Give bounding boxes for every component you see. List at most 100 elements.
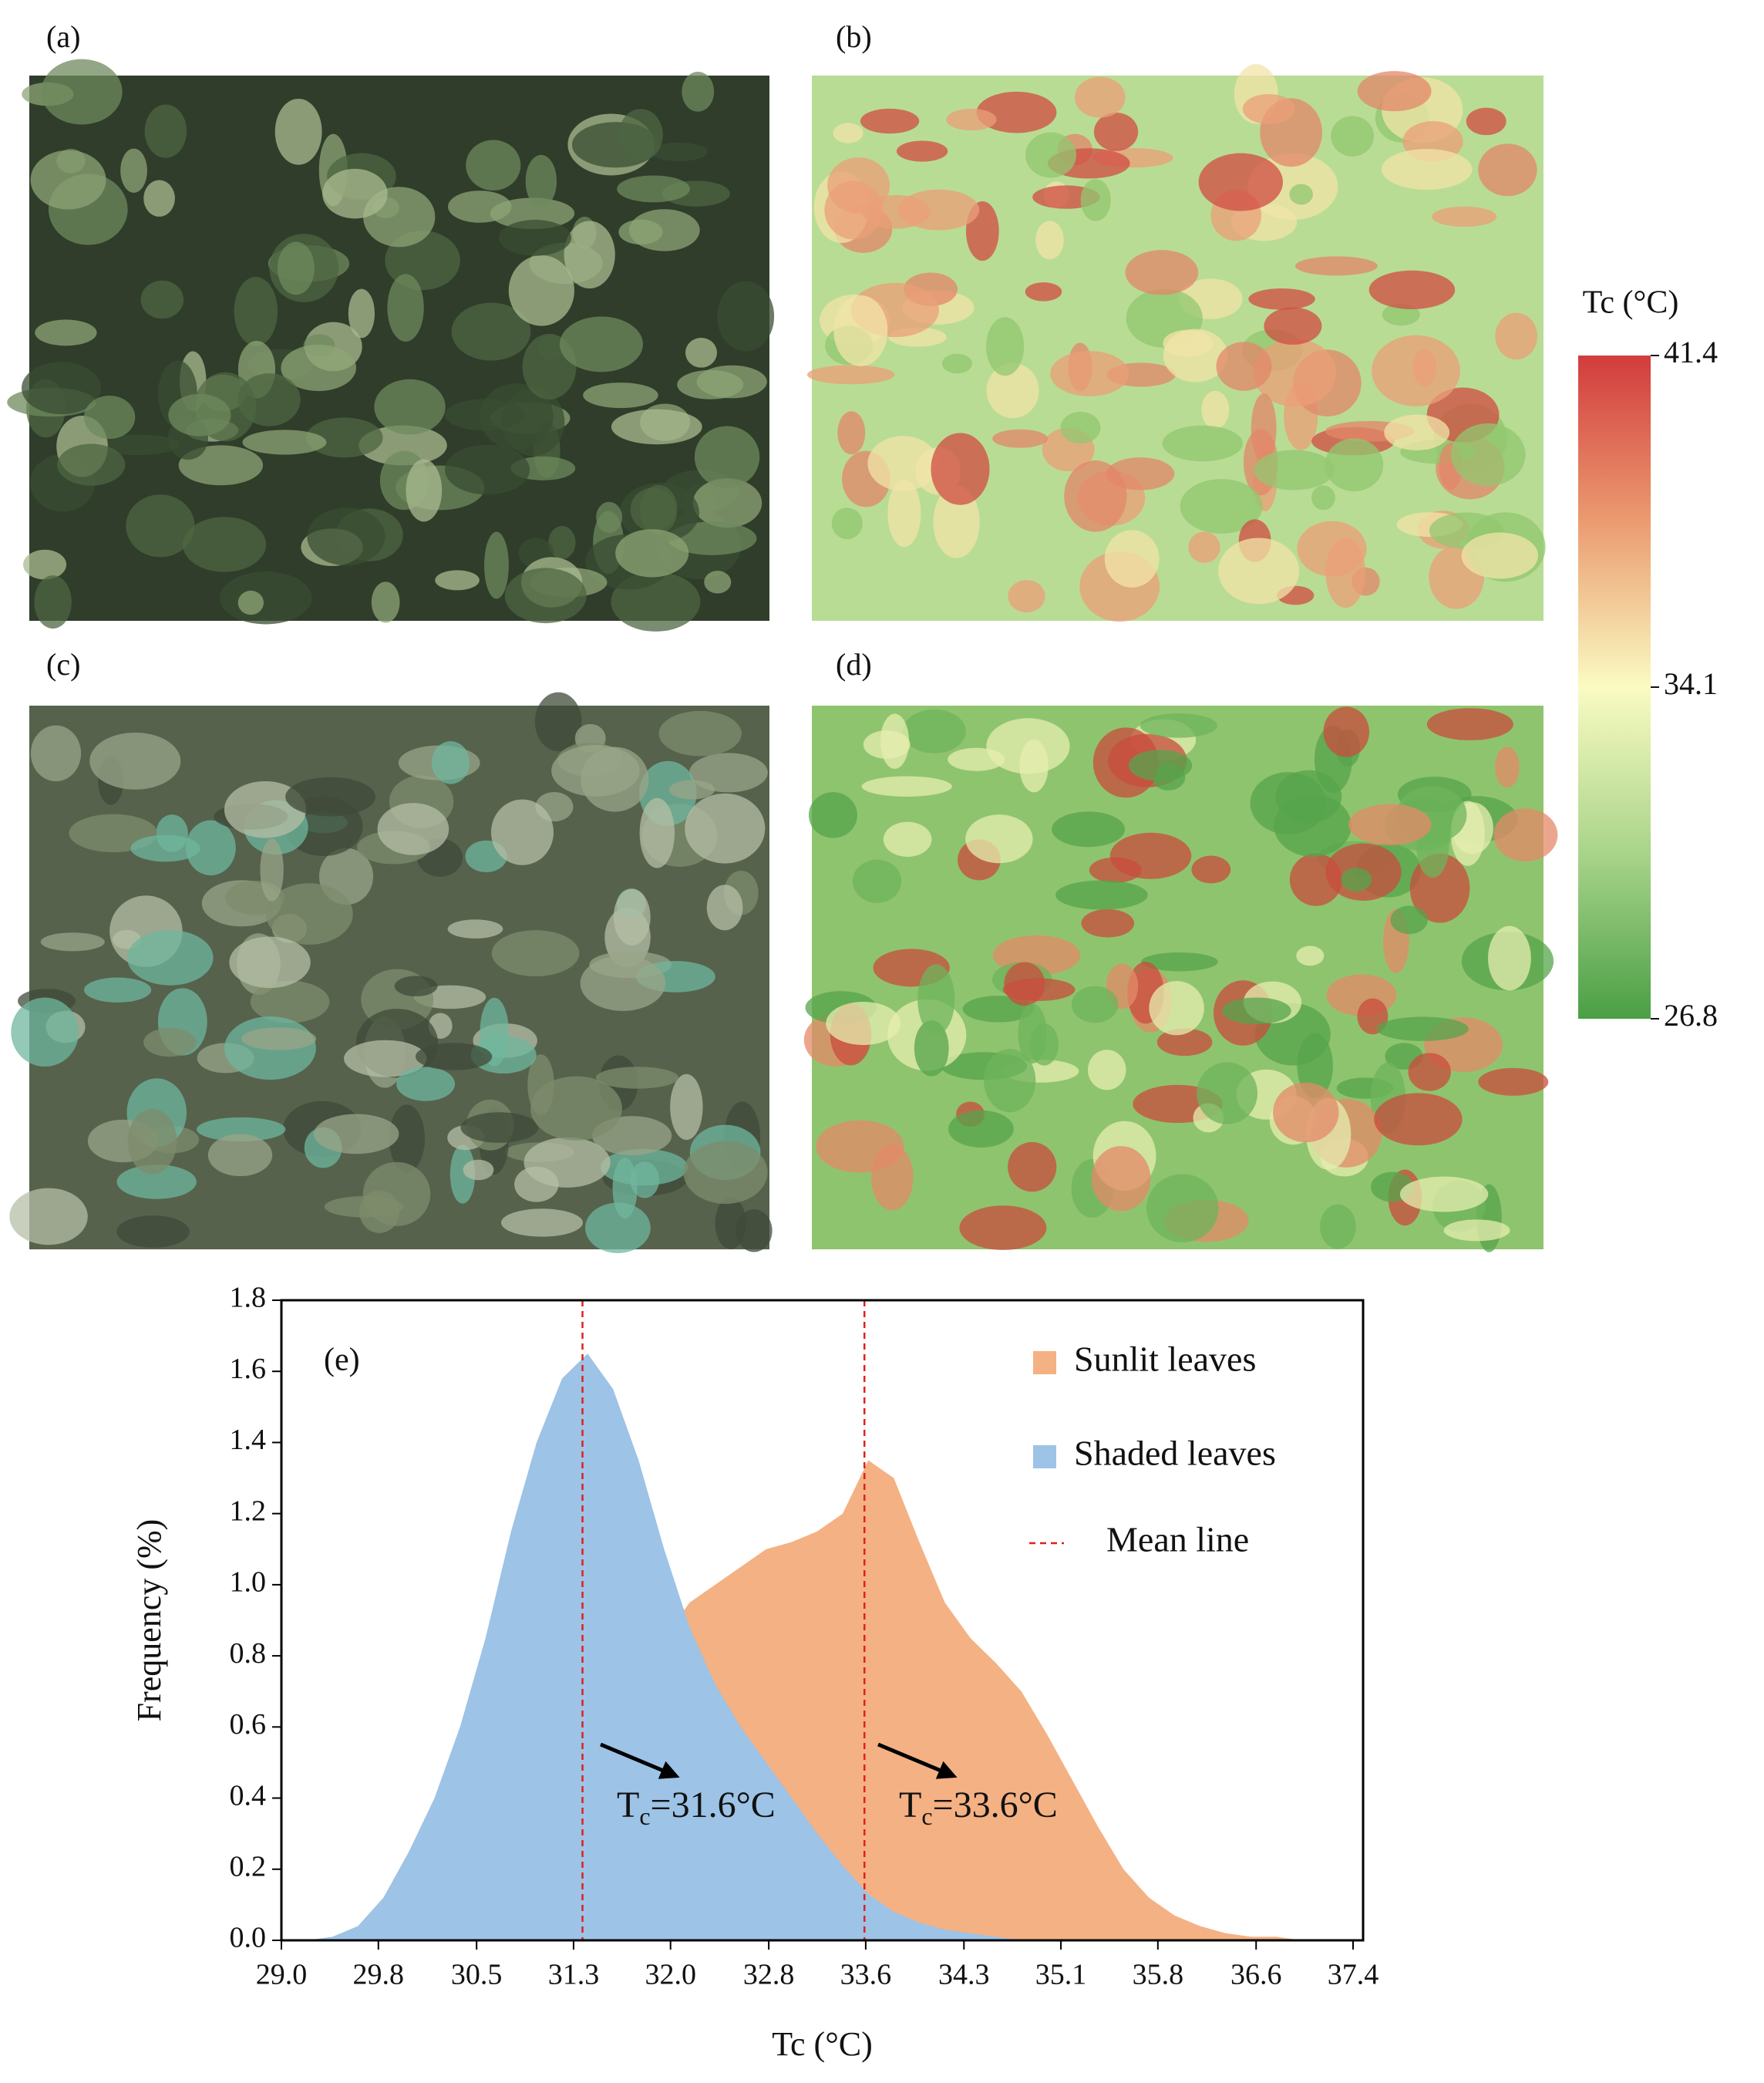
image-texture xyxy=(89,732,181,790)
image-texture xyxy=(470,1036,537,1074)
image-texture xyxy=(1341,868,1372,892)
image-texture xyxy=(596,501,622,533)
x-tick-label: 35.1 xyxy=(1035,1959,1087,1991)
y-tick-label: 0.4 xyxy=(230,1779,267,1812)
image-texture xyxy=(1443,1219,1510,1242)
image-texture xyxy=(1289,853,1342,906)
image-texture xyxy=(1188,531,1220,563)
image-texture xyxy=(897,189,980,231)
image-texture xyxy=(1289,184,1313,205)
image-texture xyxy=(1197,1062,1258,1124)
image-texture xyxy=(959,1205,1047,1250)
image-texture xyxy=(229,936,311,989)
image-texture xyxy=(444,399,524,431)
image-texture xyxy=(1140,713,1218,738)
colorbar-tick-label: 26.8 xyxy=(1664,998,1718,1033)
annotation-text: =33.6°C xyxy=(933,1785,1058,1825)
image-texture xyxy=(250,980,330,1023)
legend-label: Sunlit leaves xyxy=(1074,1340,1256,1379)
image-texture xyxy=(860,108,920,134)
image-texture xyxy=(534,692,582,752)
image-texture xyxy=(1025,282,1062,302)
image-texture xyxy=(1384,414,1450,450)
image-texture xyxy=(1035,221,1064,260)
image-texture xyxy=(986,362,1039,419)
image-texture xyxy=(824,180,883,240)
image-texture xyxy=(668,780,715,800)
image-texture xyxy=(1432,206,1497,228)
image-texture xyxy=(83,977,152,1003)
image-texture xyxy=(415,1043,493,1070)
image-texture xyxy=(449,1144,476,1204)
image-texture xyxy=(683,1141,768,1205)
image-texture xyxy=(1201,390,1230,429)
image-texture xyxy=(948,1110,1014,1148)
x-tick-label: 35.8 xyxy=(1133,1959,1184,1991)
image-texture xyxy=(986,317,1025,376)
image-texture xyxy=(260,838,284,902)
image-texture xyxy=(307,507,385,566)
image-texture xyxy=(618,109,663,161)
image-texture xyxy=(615,529,689,578)
image-texture xyxy=(1253,339,1337,407)
image-texture xyxy=(706,885,743,931)
image-texture xyxy=(704,571,732,594)
y-tick-label: 1.2 xyxy=(230,1495,267,1527)
image-texture xyxy=(451,302,531,361)
annotation-text: T xyxy=(899,1785,921,1825)
image-texture xyxy=(140,280,184,319)
image-texture xyxy=(613,888,651,946)
image-texture xyxy=(435,570,480,591)
annotation-subscript: c xyxy=(921,1802,932,1830)
image-texture xyxy=(931,433,990,505)
image-texture xyxy=(1128,750,1193,781)
image-texture xyxy=(143,180,175,217)
image-texture xyxy=(130,834,200,862)
image-texture xyxy=(1294,256,1378,276)
image-texture xyxy=(1273,1082,1339,1143)
image-texture xyxy=(1311,485,1335,511)
image-texture xyxy=(1374,1093,1463,1146)
image-texture xyxy=(1074,76,1126,118)
image-texture xyxy=(508,255,574,326)
x-tick-label: 29.0 xyxy=(256,1959,308,1991)
image-panel xyxy=(803,706,1558,1252)
x-tick-label: 34.3 xyxy=(938,1959,990,1991)
image-texture xyxy=(1408,1053,1451,1091)
image-texture xyxy=(580,956,666,1011)
annotation-arrow xyxy=(877,1742,958,1779)
image-texture xyxy=(1025,132,1077,178)
area xyxy=(281,1460,1353,1940)
image-texture xyxy=(237,373,301,426)
image-texture xyxy=(965,814,1033,864)
image-texture xyxy=(1191,855,1231,884)
image-texture xyxy=(207,1134,273,1177)
image-texture xyxy=(126,930,214,986)
image-texture xyxy=(1248,288,1315,310)
panel-label: (a) xyxy=(46,19,80,54)
image-texture xyxy=(23,549,67,580)
image-texture xyxy=(887,479,921,548)
image-texture xyxy=(861,776,952,797)
image-texture xyxy=(277,241,315,295)
image-texture xyxy=(120,148,147,193)
image-texture xyxy=(182,517,267,572)
image-texture xyxy=(1275,770,1342,824)
image-texture xyxy=(322,168,388,219)
image-texture xyxy=(1325,538,1365,608)
image-texture xyxy=(682,71,715,112)
image-texture xyxy=(1478,143,1537,197)
image-texture xyxy=(484,531,509,599)
image-texture xyxy=(1323,706,1370,757)
panel-label: (e) xyxy=(324,1343,360,1378)
image-texture xyxy=(21,362,102,415)
image-texture xyxy=(237,590,264,615)
x-tick-label: 37.4 xyxy=(1328,1959,1379,1991)
image-texture xyxy=(670,1074,703,1141)
image-texture xyxy=(126,494,195,558)
panel-label: (c) xyxy=(46,647,80,682)
image-texture xyxy=(40,932,105,952)
x-tick-label: 30.5 xyxy=(451,1959,503,1991)
image-texture xyxy=(491,930,580,977)
image-texture xyxy=(596,1067,679,1089)
